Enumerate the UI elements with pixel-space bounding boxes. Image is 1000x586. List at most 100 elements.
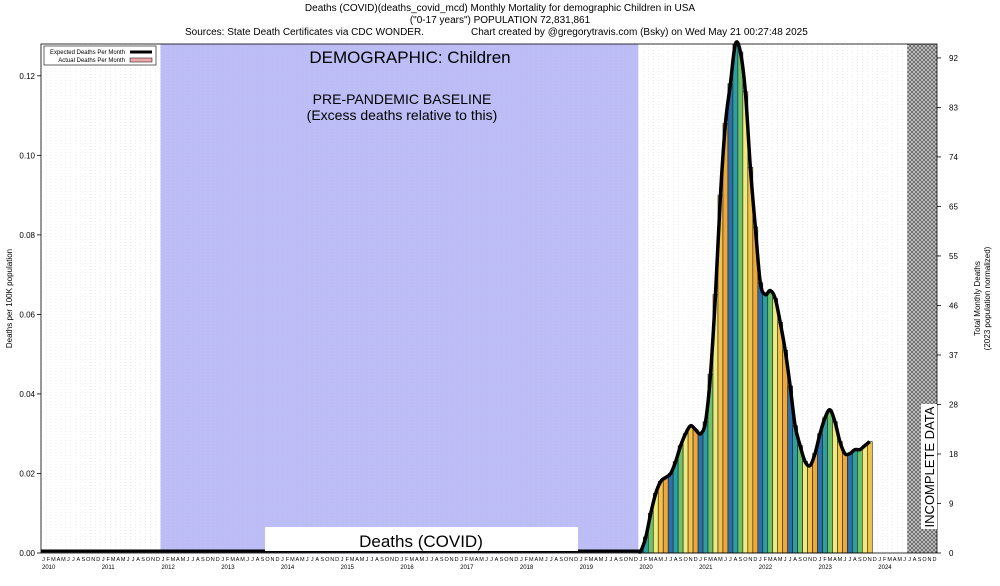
x-month-label: D [216, 557, 220, 563]
x-month-label: J [102, 557, 105, 563]
x-month-label: O [504, 557, 509, 563]
x-month-label: N [390, 557, 394, 563]
y2-tick-label: 18 [949, 450, 958, 459]
x-month-label: J [371, 557, 374, 563]
x-month-label: D [873, 557, 877, 563]
x-month-label: J [162, 557, 165, 563]
x-month-label: M [897, 557, 902, 563]
x-month-label: A [136, 557, 140, 563]
x-month-label: J [251, 557, 254, 563]
x-year-label: 2024 [878, 565, 892, 571]
bar [727, 83, 734, 554]
x-month-label: O [922, 557, 927, 563]
x-month-label: J [903, 557, 906, 563]
y2-axis-sublabel: (2023 population normalized) [983, 246, 992, 350]
baseline-label: PRE-PANDEMIC BASELINE [313, 91, 492, 107]
x-month-label: N [928, 557, 932, 563]
x-month-label: F [286, 557, 290, 563]
y-tick-label: 0.00 [19, 549, 35, 558]
x-month-label: J [490, 557, 493, 563]
x-month-label: J [819, 557, 822, 563]
x-year-label: 2023 [819, 565, 833, 571]
x-month-label: J [341, 557, 344, 563]
x-month-label: A [375, 557, 379, 563]
baseline-sublabel: (Excess deaths relative to this) [307, 107, 498, 123]
x-month-label: N [629, 557, 633, 563]
x-month-label: D [813, 557, 817, 563]
bar [797, 445, 803, 554]
bar [782, 349, 788, 554]
incomplete-label-box [921, 404, 937, 529]
x-month-label: A [853, 557, 857, 563]
bar [852, 449, 858, 554]
x-month-label: A [714, 557, 718, 563]
x-month-label: S [739, 557, 743, 563]
x-month-label: F [584, 557, 588, 563]
x-month-label: S [858, 557, 862, 563]
x-month-label: J [844, 557, 847, 563]
y2-tick-label: 37 [949, 351, 958, 360]
x-month-label: S [679, 557, 683, 563]
x-month-label: A [57, 557, 61, 563]
x-month-label: A [793, 557, 797, 563]
x-month-label: F [883, 557, 887, 563]
x-year-label: 2012 [161, 565, 175, 571]
x-month-label: S [500, 557, 504, 563]
bar [732, 43, 739, 554]
y2-tick-label: 0 [949, 549, 954, 558]
x-month-label: N [808, 557, 812, 563]
x-month-label: N [91, 557, 95, 563]
x-month-label: N [270, 557, 274, 563]
x-month-label: A [435, 557, 439, 563]
bar [747, 166, 754, 554]
y-axis-label: Deaths per 100K population [5, 249, 14, 348]
bar [777, 322, 783, 554]
x-month-label: J [430, 557, 433, 563]
x-month-label: A [913, 557, 917, 563]
x-month-label: O [803, 557, 808, 563]
x-month-label: M [838, 557, 843, 563]
bar [807, 465, 813, 554]
bar [772, 298, 779, 554]
y2-tick-label: 9 [949, 499, 954, 508]
y-tick-label: 0.08 [19, 231, 35, 240]
x-month-label: J [784, 557, 787, 563]
bar [857, 449, 863, 554]
bar [657, 481, 664, 554]
incomplete-label: INCOMPLETE DATA [922, 406, 937, 527]
x-year-label: 2015 [341, 565, 355, 571]
bar [847, 453, 853, 554]
x-month-label: J [878, 557, 881, 563]
x-month-label: M [589, 557, 594, 563]
bar [722, 123, 729, 554]
x-month-label: S [81, 557, 85, 563]
y-tick-label: 0.06 [19, 310, 35, 319]
x-month-label: A [176, 557, 180, 563]
x-month-label: O [265, 557, 270, 563]
y-tick-label: 0.10 [19, 151, 35, 160]
x-month-label: M [300, 557, 305, 563]
x-year-label: 2016 [400, 565, 414, 571]
x-month-label: F [107, 557, 111, 563]
x-month-label: A [773, 557, 777, 563]
x-month-label: M [181, 557, 186, 563]
bar [752, 226, 759, 554]
x-month-label: J [664, 557, 667, 563]
legend-box [43, 45, 157, 66]
x-month-label: J [605, 557, 608, 563]
x-month-label: F [465, 557, 469, 563]
x-month-label: M [479, 557, 484, 563]
bar [812, 453, 818, 554]
x-month-label: J [520, 557, 523, 563]
x-month-label: D [275, 557, 279, 563]
y2-tick-label: 83 [949, 103, 958, 112]
x-month-label: D [395, 557, 399, 563]
x-month-label: S [918, 557, 922, 563]
x-month-label: M [420, 557, 425, 563]
x-month-label: A [296, 557, 300, 563]
x-month-label: O [445, 557, 450, 563]
x-month-label: S [559, 557, 563, 563]
bar [672, 461, 679, 554]
x-month-label: M [648, 557, 653, 563]
x-month-label: M [230, 557, 235, 563]
